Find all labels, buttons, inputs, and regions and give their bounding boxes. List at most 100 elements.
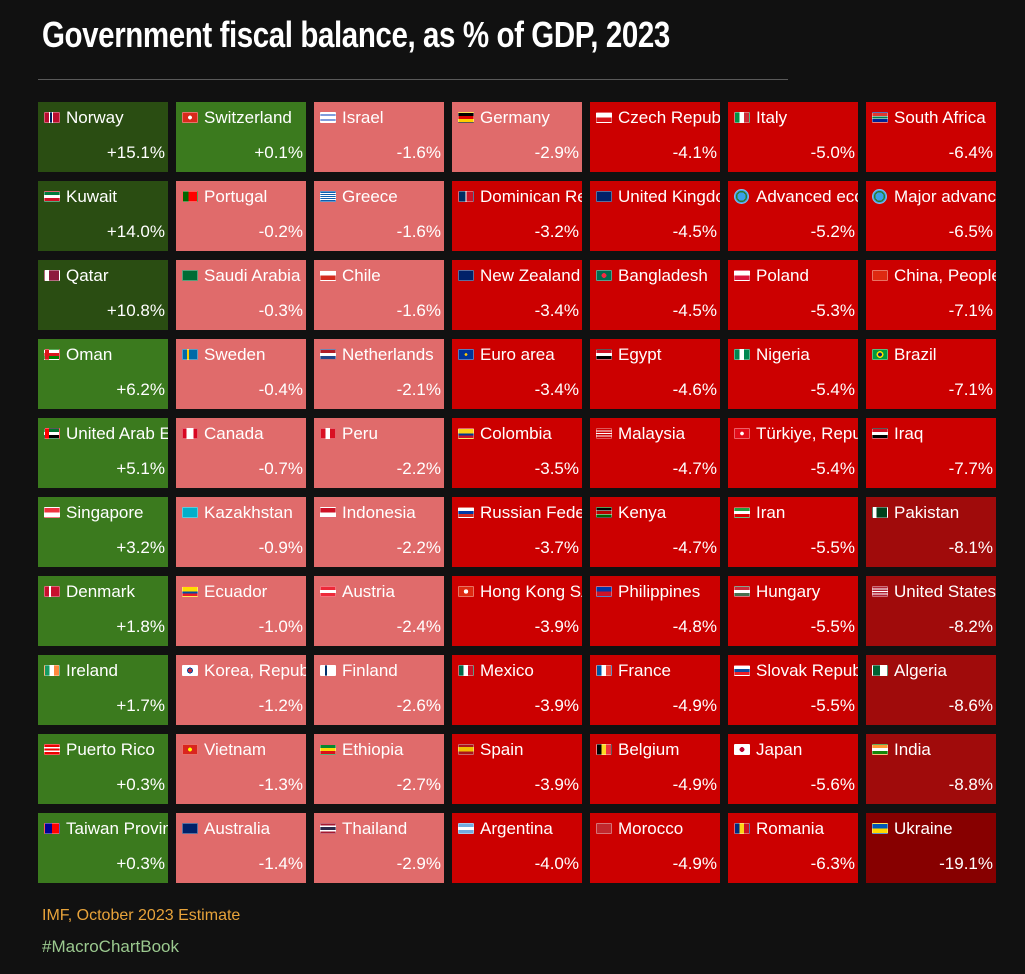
cell-country-label: Iran: [756, 503, 786, 522]
cell-country-label: Poland: [756, 266, 809, 285]
flag-usa-icon: [872, 586, 888, 597]
heatmap-cell-colombia: Colombia -3.5%: [452, 418, 582, 488]
cell-country-label: Colombia: [480, 424, 552, 443]
cell-value-label: -5.5%: [810, 617, 855, 636]
flag-ethiopia-icon: [320, 744, 336, 755]
heatmap-cell-advanced-economies: Advanced economies -5.2%: [728, 181, 858, 251]
cell-country-label: China, People's: [894, 266, 996, 285]
heatmap-cell-ukraine: Ukraine -19.1%: [866, 813, 996, 883]
cell-country-label: Puerto Rico: [66, 740, 155, 759]
heatmap-cell-singapore: Singapore +3.2%: [38, 497, 168, 567]
heatmap-cell-dominican-republic: Dominican Republic -3.2%: [452, 181, 582, 251]
flag-chile-icon: [320, 270, 336, 281]
cell-value-label: -7.7%: [948, 459, 993, 478]
heatmap-cell-iran: Iran -5.5%: [728, 497, 858, 567]
heatmap-cell-hungary: Hungary -5.5%: [728, 576, 858, 646]
flag-ireland-icon: [44, 665, 60, 676]
cell-country-label: Oman: [66, 345, 113, 364]
cell-value-label: -5.2%: [810, 222, 855, 241]
cell-value-label: -4.0%: [534, 854, 579, 873]
title-divider: [38, 79, 788, 80]
cell-value-label: -3.2%: [534, 222, 579, 241]
heatmap-cell-switzerland: Switzerland +0.1%: [176, 102, 306, 172]
cell-value-label: -3.4%: [534, 380, 579, 399]
flag-peru-icon: [320, 428, 336, 439]
flag-uk-icon: [596, 191, 612, 202]
cell-value-label: +0.1%: [254, 143, 303, 162]
flag-poland-icon: [734, 270, 750, 281]
cell-value-label: -1.6%: [396, 301, 441, 320]
flag-bangladesh-icon: [596, 270, 612, 281]
cell-country-label: Dominican Republic: [480, 187, 582, 206]
cell-country-label: Hungary: [756, 582, 821, 601]
heatmap-cell-czech-republic: Czech Republic -4.1%: [590, 102, 720, 172]
cell-country-label: Bangladesh: [618, 266, 708, 285]
flag-italy-icon: [734, 112, 750, 123]
flag-hong-kong-icon: [458, 586, 474, 597]
flag-korea-icon: [182, 665, 198, 676]
cell-country-label: Qatar: [66, 266, 109, 285]
heatmap-cell-iraq: Iraq -7.7%: [866, 418, 996, 488]
heatmap-cell-korea-republic: Korea, Republic -1.2%: [176, 655, 306, 725]
cell-country-label: Algeria: [894, 661, 947, 680]
heatmap-cell-russian-federation: Russian Federation -3.7%: [452, 497, 582, 567]
flag-japan-icon: [734, 744, 750, 755]
flag-nigeria-icon: [734, 349, 750, 360]
cell-country-label: Mexico: [480, 661, 534, 680]
cell-country-label: Morocco: [618, 819, 684, 838]
cell-value-label: -5.4%: [810, 459, 855, 478]
cell-value-label: -5.5%: [810, 538, 855, 557]
heatmap-cell-romania: Romania -6.3%: [728, 813, 858, 883]
heatmap-cell-brazil: Brazil -7.1%: [866, 339, 996, 409]
cell-country-label: New Zealand: [480, 266, 581, 285]
heatmap-cell-italy: Italy -5.0%: [728, 102, 858, 172]
source-note: IMF, October 2023 Estimate: [42, 907, 241, 924]
heatmap-cell-ireland: Ireland +1.7%: [38, 655, 168, 725]
flag-puerto-rico-icon: [44, 744, 60, 755]
flag-ecuador-icon: [182, 586, 198, 597]
cell-country-label: Czech Republic: [618, 108, 720, 127]
cell-value-label: -3.9%: [534, 617, 579, 636]
cell-value-label: +14.0%: [106, 222, 165, 241]
cell-value-label: -2.2%: [396, 459, 441, 478]
flag-iraq-icon: [872, 428, 888, 439]
cell-country-label: Canada: [204, 424, 264, 443]
heatmap-cell-poland: Poland -5.3%: [728, 260, 858, 330]
heatmap-cell-germany: Germany -2.9%: [452, 102, 582, 172]
cell-value-label: -5.4%: [810, 380, 855, 399]
cell-country-label: Philippines: [618, 582, 701, 601]
cell-value-label: -0.7%: [258, 459, 303, 478]
cell-country-label: Türkiye, Republic: [756, 424, 858, 443]
heatmap-cell-new-zealand: New Zealand -3.4%: [452, 260, 582, 330]
cell-value-label: -2.7%: [396, 775, 441, 794]
cell-country-label: Sweden: [204, 345, 266, 364]
cell-country-label: Switzerland: [204, 108, 292, 127]
cell-value-label: -3.9%: [534, 696, 579, 715]
flag-canada-icon: [182, 428, 198, 439]
flag-greece-icon: [320, 191, 336, 202]
cell-value-label: -4.5%: [672, 222, 717, 241]
cell-value-label: +15.1%: [106, 143, 165, 162]
cell-country-label: Greece: [342, 187, 398, 206]
heatmap-cell-netherlands: Netherlands -2.1%: [314, 339, 444, 409]
flag-spain-icon: [458, 744, 474, 755]
cell-value-label: -3.5%: [534, 459, 579, 478]
cell-country-label: Ethiopia: [342, 740, 404, 759]
cell-country-label: Belgium: [618, 740, 680, 759]
cell-value-label: -4.9%: [672, 854, 717, 873]
cell-value-label: -0.2%: [258, 222, 303, 241]
flag-turkiye-icon: [734, 428, 750, 439]
flag-brazil-icon: [872, 349, 888, 360]
cell-value-label: -4.1%: [672, 143, 717, 162]
cell-country-label: Spain: [480, 740, 524, 759]
flag-slovakia-icon: [734, 665, 750, 676]
heatmap-cell-hong-kong-sar: Hong Kong SAR -3.9%: [452, 576, 582, 646]
cell-country-label: Kuwait: [66, 187, 118, 206]
flag-argentina-icon: [458, 823, 474, 834]
cell-value-label: -8.6%: [948, 696, 993, 715]
cell-country-label: Ecuador: [204, 582, 268, 601]
cell-country-label: Singapore: [66, 503, 144, 522]
flag-czech-icon: [596, 112, 612, 123]
cell-country-label: United States: [894, 582, 996, 601]
heatmap-cell-france: France -4.9%: [590, 655, 720, 725]
